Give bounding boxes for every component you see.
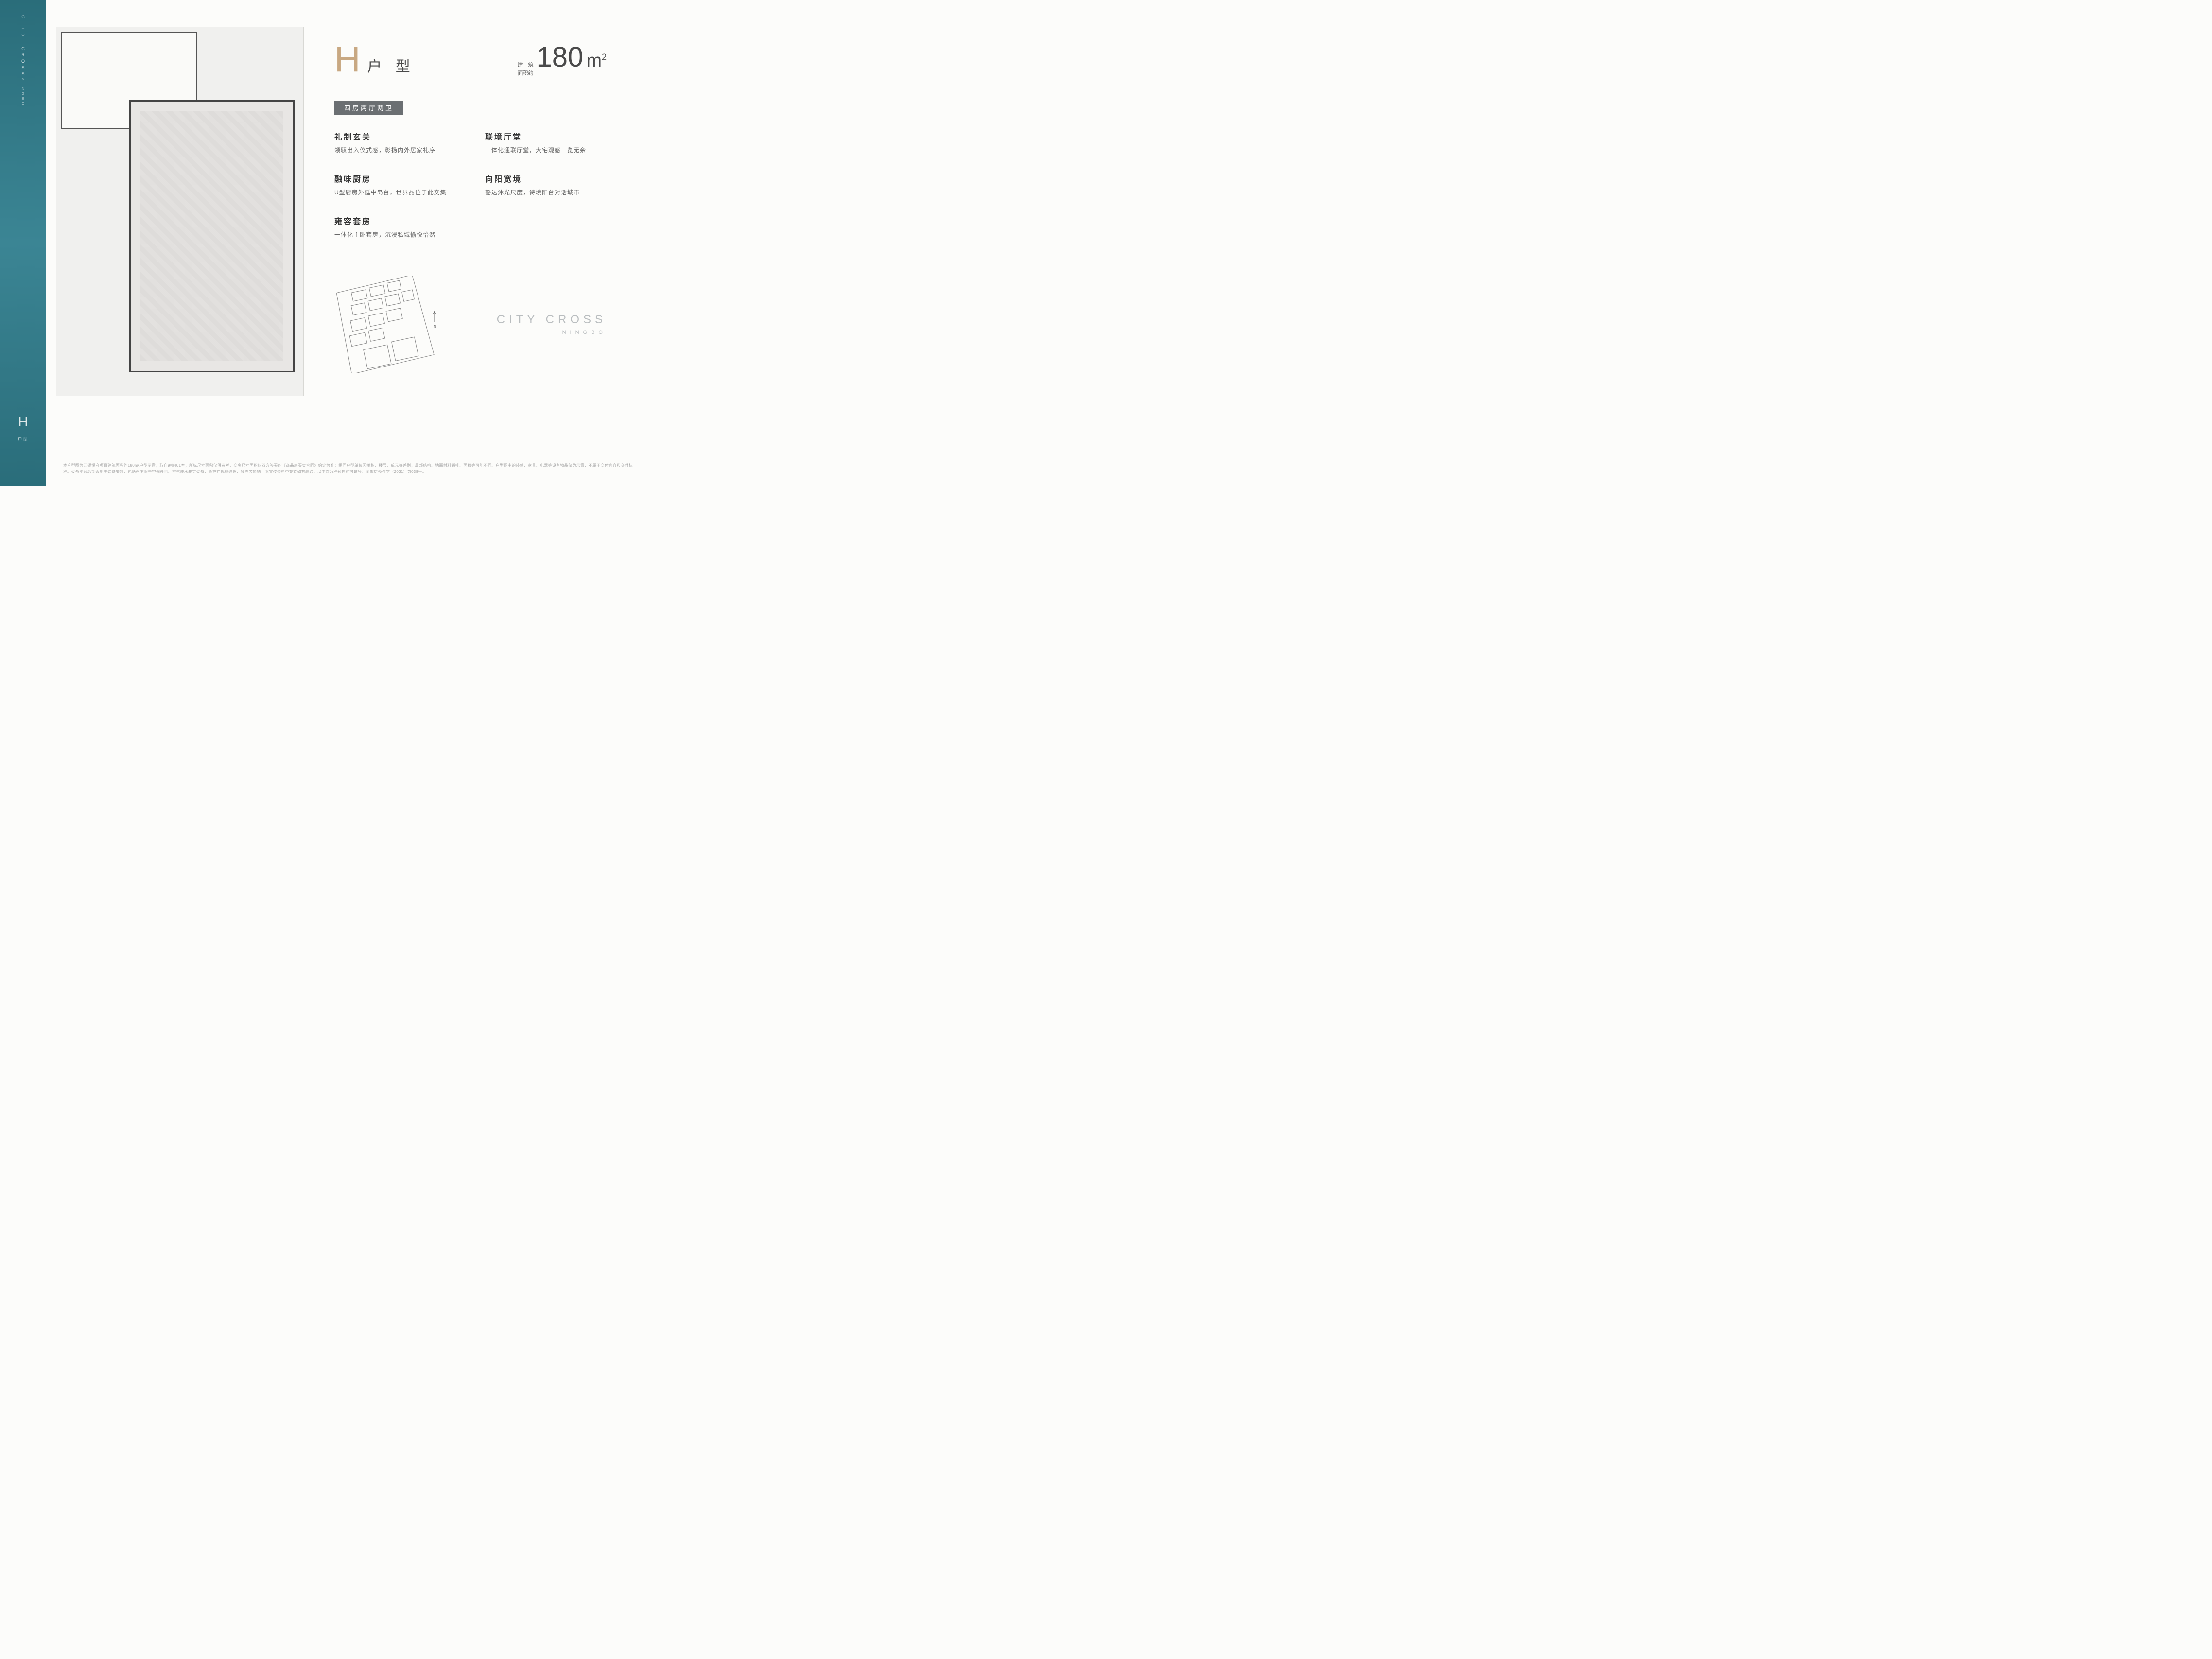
feature-desc: 豁达沐光尺度，诗境阳台对话城市 [485,188,607,197]
feature-item: 雍容套房 一体化主卧套房，沉浸私域愉悦怡然 [334,215,456,240]
feature-title: 联境厅堂 [485,130,607,142]
feature-desc: 领驭出入仪式感，彰扬内外居家礼序 [334,146,456,155]
feature-title: 礼制玄关 [334,130,456,142]
brand-block: CITY CROSS NINGBO [497,313,607,335]
area-block: 建 筑 面积约 180 m2 [518,43,607,77]
sidebar-type-badge: H 户型 [17,412,29,442]
feature-item: 礼制玄关 领驭出入仪式感，彰扬内外居家礼序 [334,130,456,155]
floorplan-image [56,27,304,396]
headline: H 户 型 建 筑 面积约 180 m2 [334,41,607,77]
feature-desc: 一体化主卧套房，沉浸私域愉悦怡然 [334,230,456,240]
config-bar: 四房两厅两卫 [334,101,403,115]
area-unit: m2 [586,51,607,71]
brand-main: CITY CROSS [497,313,607,327]
north-indicator: N [433,311,436,329]
sidebar: CITY CROSS NINGBO H 户型 [0,0,46,486]
sidebar-logo: CITY CROSS [21,15,26,78]
info-panel: H 户 型 建 筑 面积约 180 m2 四房两厅两卫 礼制玄关 领驭出入仪式感… [334,41,607,373]
feature-desc: U型厨房外延中岛台，世界品位于此交集 [334,188,456,197]
features-grid: 礼制玄关 领驭出入仪式感，彰扬内外居家礼序 联境厅堂 一体化通联厅堂，大宅观感一… [334,130,607,240]
sitemap-svg: N [334,276,446,373]
brand-sub: NINGBO [497,330,607,335]
floorplan-main-unit [129,100,295,372]
feature-desc: 一体化通联厅堂，大宅观感一览无余 [485,146,607,155]
sitemap: N [334,276,446,373]
type-letter: H [334,41,360,77]
feature-item: 融味厨房 U型厨房外延中岛台，世界品位于此交集 [334,173,456,197]
sidebar-type-label: 户型 [17,436,29,442]
feature-title: 融味厨房 [334,173,456,184]
type-text: 户 型 [367,54,415,76]
feature-title: 雍容套房 [334,215,456,227]
area-label: 建 筑 面积约 [518,61,534,77]
area-value: 180 [537,43,584,71]
feature-item: 联境厅堂 一体化通联厅堂，大宅观感一览无余 [485,130,607,155]
svg-text:N: N [434,325,436,329]
feature-title: 向阳宽境 [485,173,607,184]
headline-left: H 户 型 [334,41,415,77]
bottom-row: N CITY CROSS NINGBO [334,276,607,373]
feature-item: 向阳宽境 豁达沐光尺度，诗境阳台对话城市 [485,173,607,197]
sidebar-type-letter: H [17,412,29,432]
disclaimer: 本户型图为江望悦府项目建筑面积约180m²户型示意，取自9幢401室，所标尺寸面… [63,463,633,475]
sidebar-sub: NINGBO [21,78,25,107]
